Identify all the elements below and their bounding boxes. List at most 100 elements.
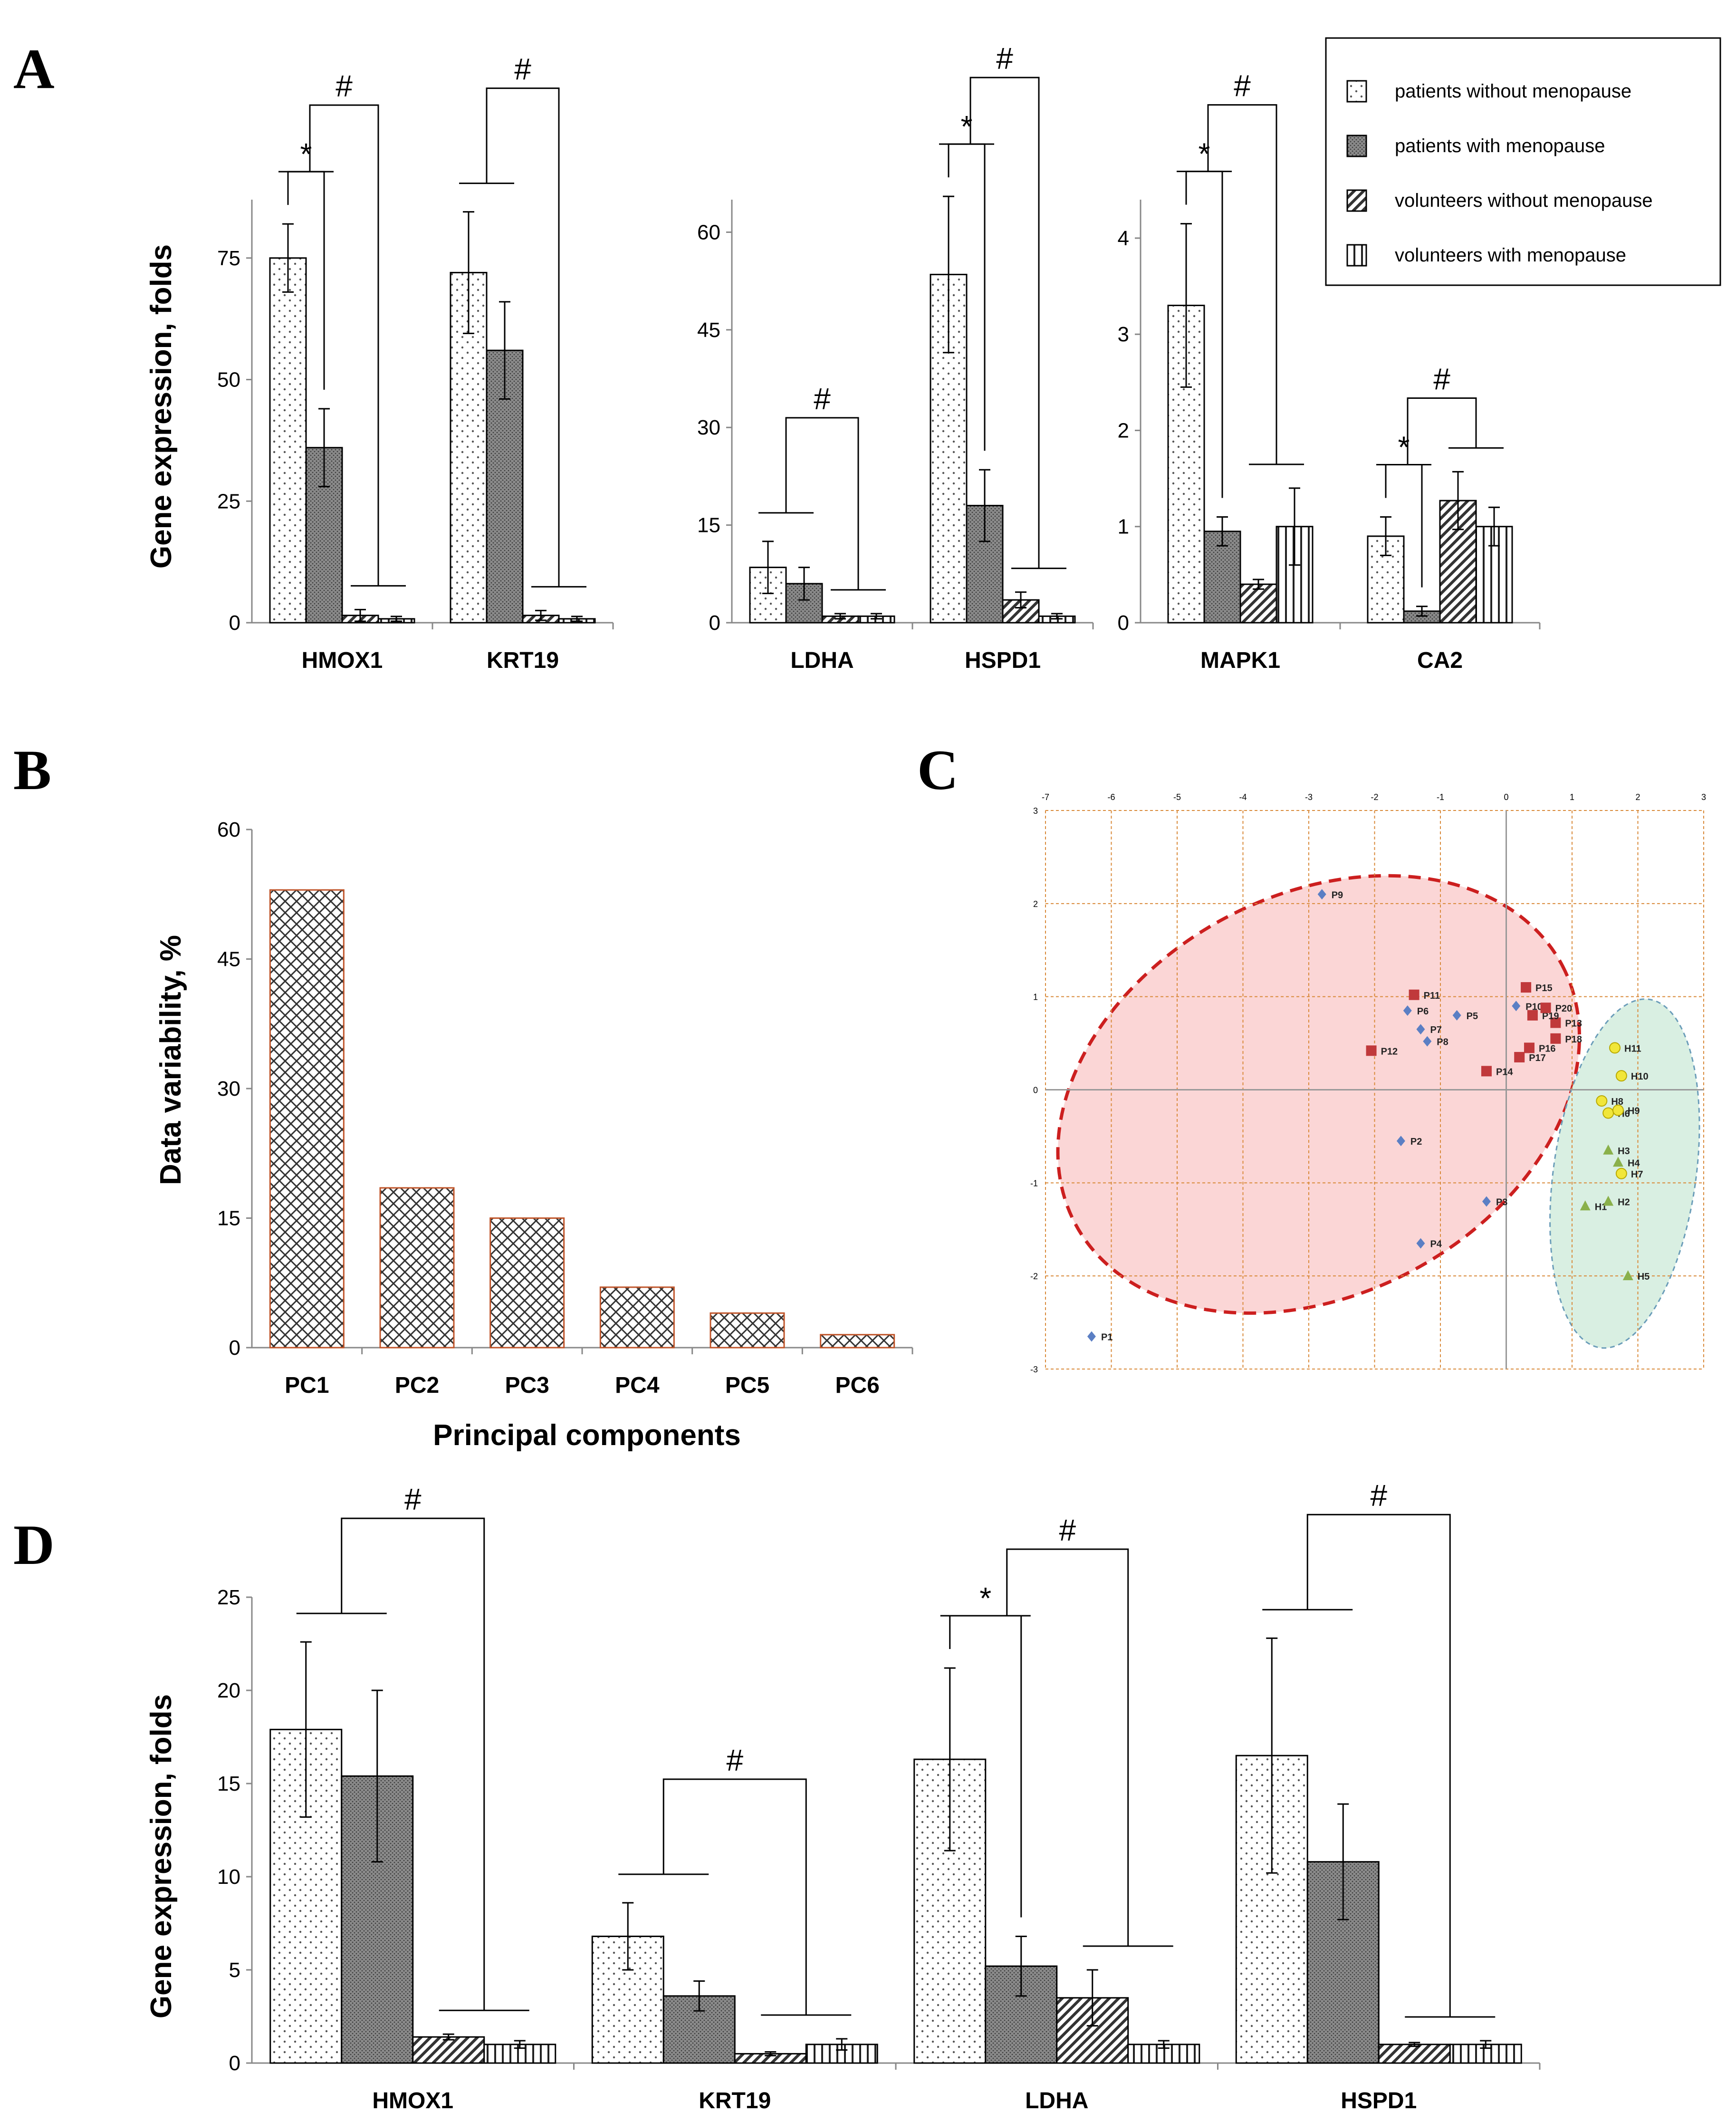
point-p8 [1423,1036,1432,1047]
category-label-pc1: PC1 [285,1373,329,1398]
significance-hash: # [1234,69,1251,103]
significance-bracket-hash [662,1778,807,2016]
y-tick-label-60: 60 [697,221,720,244]
point-h1 [1580,1200,1591,1211]
category-label-krt19: KRT19 [699,2088,771,2113]
point-label-p6: P6 [1417,1006,1429,1017]
point-h8 [1596,1095,1608,1107]
point-label-p13: P13 [1565,1019,1582,1029]
legend-label-volunteers-without-menopause: volunteers without menopause [1395,190,1653,211]
point-p17 [1514,1051,1525,1062]
point-label-h11: H11 [1624,1043,1641,1054]
point-label-p4: P4 [1430,1239,1442,1250]
point-label-p7: P7 [1430,1025,1441,1035]
point-h10 [1615,1070,1627,1082]
point-label-p2: P2 [1410,1137,1422,1147]
bar-pc1 [269,889,345,1349]
y-tick-label-75: 75 [217,247,240,270]
panel-b-y-axis-title: Data variability, % [154,935,187,1185]
point-label-h2: H2 [1618,1197,1630,1208]
category-label-hspd1: HSPD1 [1341,2088,1417,2113]
y-tick-label-0: 0 [229,611,240,635]
point-h2 [1603,1196,1614,1206]
category-label-ldha: LDHA [790,648,854,673]
y-tick-label-3: 3 [1033,806,1038,816]
point-p10 [1512,1001,1521,1012]
legend-label-patients-without-menopause: patients without menopause [1395,81,1631,102]
category-label-hmox1: HMOX1 [302,648,383,673]
y-tick-label-15: 15 [217,1772,240,1795]
legend-label-volunteers-with-menopause: volunteers with menopause [1395,245,1626,266]
point-p19 [1527,1010,1538,1021]
point-label-p14: P14 [1496,1067,1513,1077]
significance-bracket-hash [785,417,859,590]
y-tick-label--1: -1 [1030,1178,1038,1188]
point-label-p11: P11 [1424,991,1440,1001]
point-label-h5: H5 [1638,1272,1650,1282]
y-tick-label-2: 2 [1033,899,1038,909]
x-tick-label-0: 0 [1504,792,1508,802]
point-p9 [1317,889,1326,900]
significance-bracket-hash [969,77,1040,569]
point-label-h4: H4 [1628,1158,1640,1168]
y-tick-label-0: 0 [1033,1086,1038,1095]
category-label-pc3: PC3 [505,1373,549,1398]
point-p12 [1366,1045,1377,1056]
category-label-ldha: LDHA [1025,2088,1088,2113]
significance-hash: # [404,1482,422,1516]
y-tick-label-60: 60 [217,818,240,841]
panel-letter-b: B [13,738,51,801]
bar-hmox1-patients-without-menopause [269,257,307,624]
legend-swatch-diagonal [1346,189,1367,212]
point-label-p16: P16 [1539,1043,1556,1054]
bar-pc6 [820,1334,895,1349]
y-tick-label-25: 25 [217,490,240,513]
x-tick-label-1: 1 [1570,792,1574,802]
point-p6 [1403,1005,1412,1016]
significance-hash: # [726,1743,743,1777]
x-tick-label-2: 2 [1635,792,1640,802]
bar-hmox1-volunteers-without-menopause [412,2036,485,2064]
category-label-mapk1: MAPK1 [1200,648,1280,673]
point-p15 [1521,982,1532,993]
point-p16 [1524,1042,1535,1053]
point-p4 [1416,1238,1425,1249]
panel-letter-d: D [13,1513,55,1576]
legend-swatch-dense [1346,135,1367,157]
panel-letter-c: C [917,738,959,801]
x-tick-label--3: -3 [1305,792,1313,802]
point-label-p8: P8 [1437,1037,1448,1048]
significance-star: * [979,1581,991,1615]
panel-d-y-axis-title: Gene expression, folds [145,1694,178,2018]
point-label-p15: P15 [1535,983,1553,993]
point-p1 [1087,1331,1096,1342]
chart-b-pca-variability: 0 15 30 45 60 PC1 PC2 PC3 PC4 PC5 PC6 [217,818,913,1398]
y-tick-label-5: 5 [229,1958,240,1982]
point-label-h8: H8 [1611,1097,1623,1107]
point-p20 [1540,1003,1551,1013]
panel-letter-a: A [13,37,55,100]
y-tick-label-30: 30 [697,416,720,439]
legend: patients without menopause patients with… [1325,37,1721,286]
x-tick-label--1: -1 [1437,792,1444,802]
significance-hash: # [996,41,1013,76]
panel-a-y-axis-title: Gene expression, folds [145,244,178,569]
bar-pc5 [710,1312,785,1349]
legend-swatch-vertical [1346,244,1367,267]
y-tick-label-45: 45 [217,948,240,971]
category-label-pc5: PC5 [725,1373,769,1398]
significance-hash: # [1370,1478,1387,1513]
y-tick-label-10: 10 [217,1865,240,1889]
significance-hash: # [1059,1513,1076,1547]
point-h3 [1603,1144,1614,1155]
y-tick-label-15: 15 [697,514,720,537]
point-label-h10: H10 [1631,1071,1649,1082]
point-h7 [1615,1167,1627,1179]
category-label-hspd1: HSPD1 [965,648,1041,673]
x-tick-label--6: -6 [1107,792,1115,802]
legend-box [1325,37,1721,286]
